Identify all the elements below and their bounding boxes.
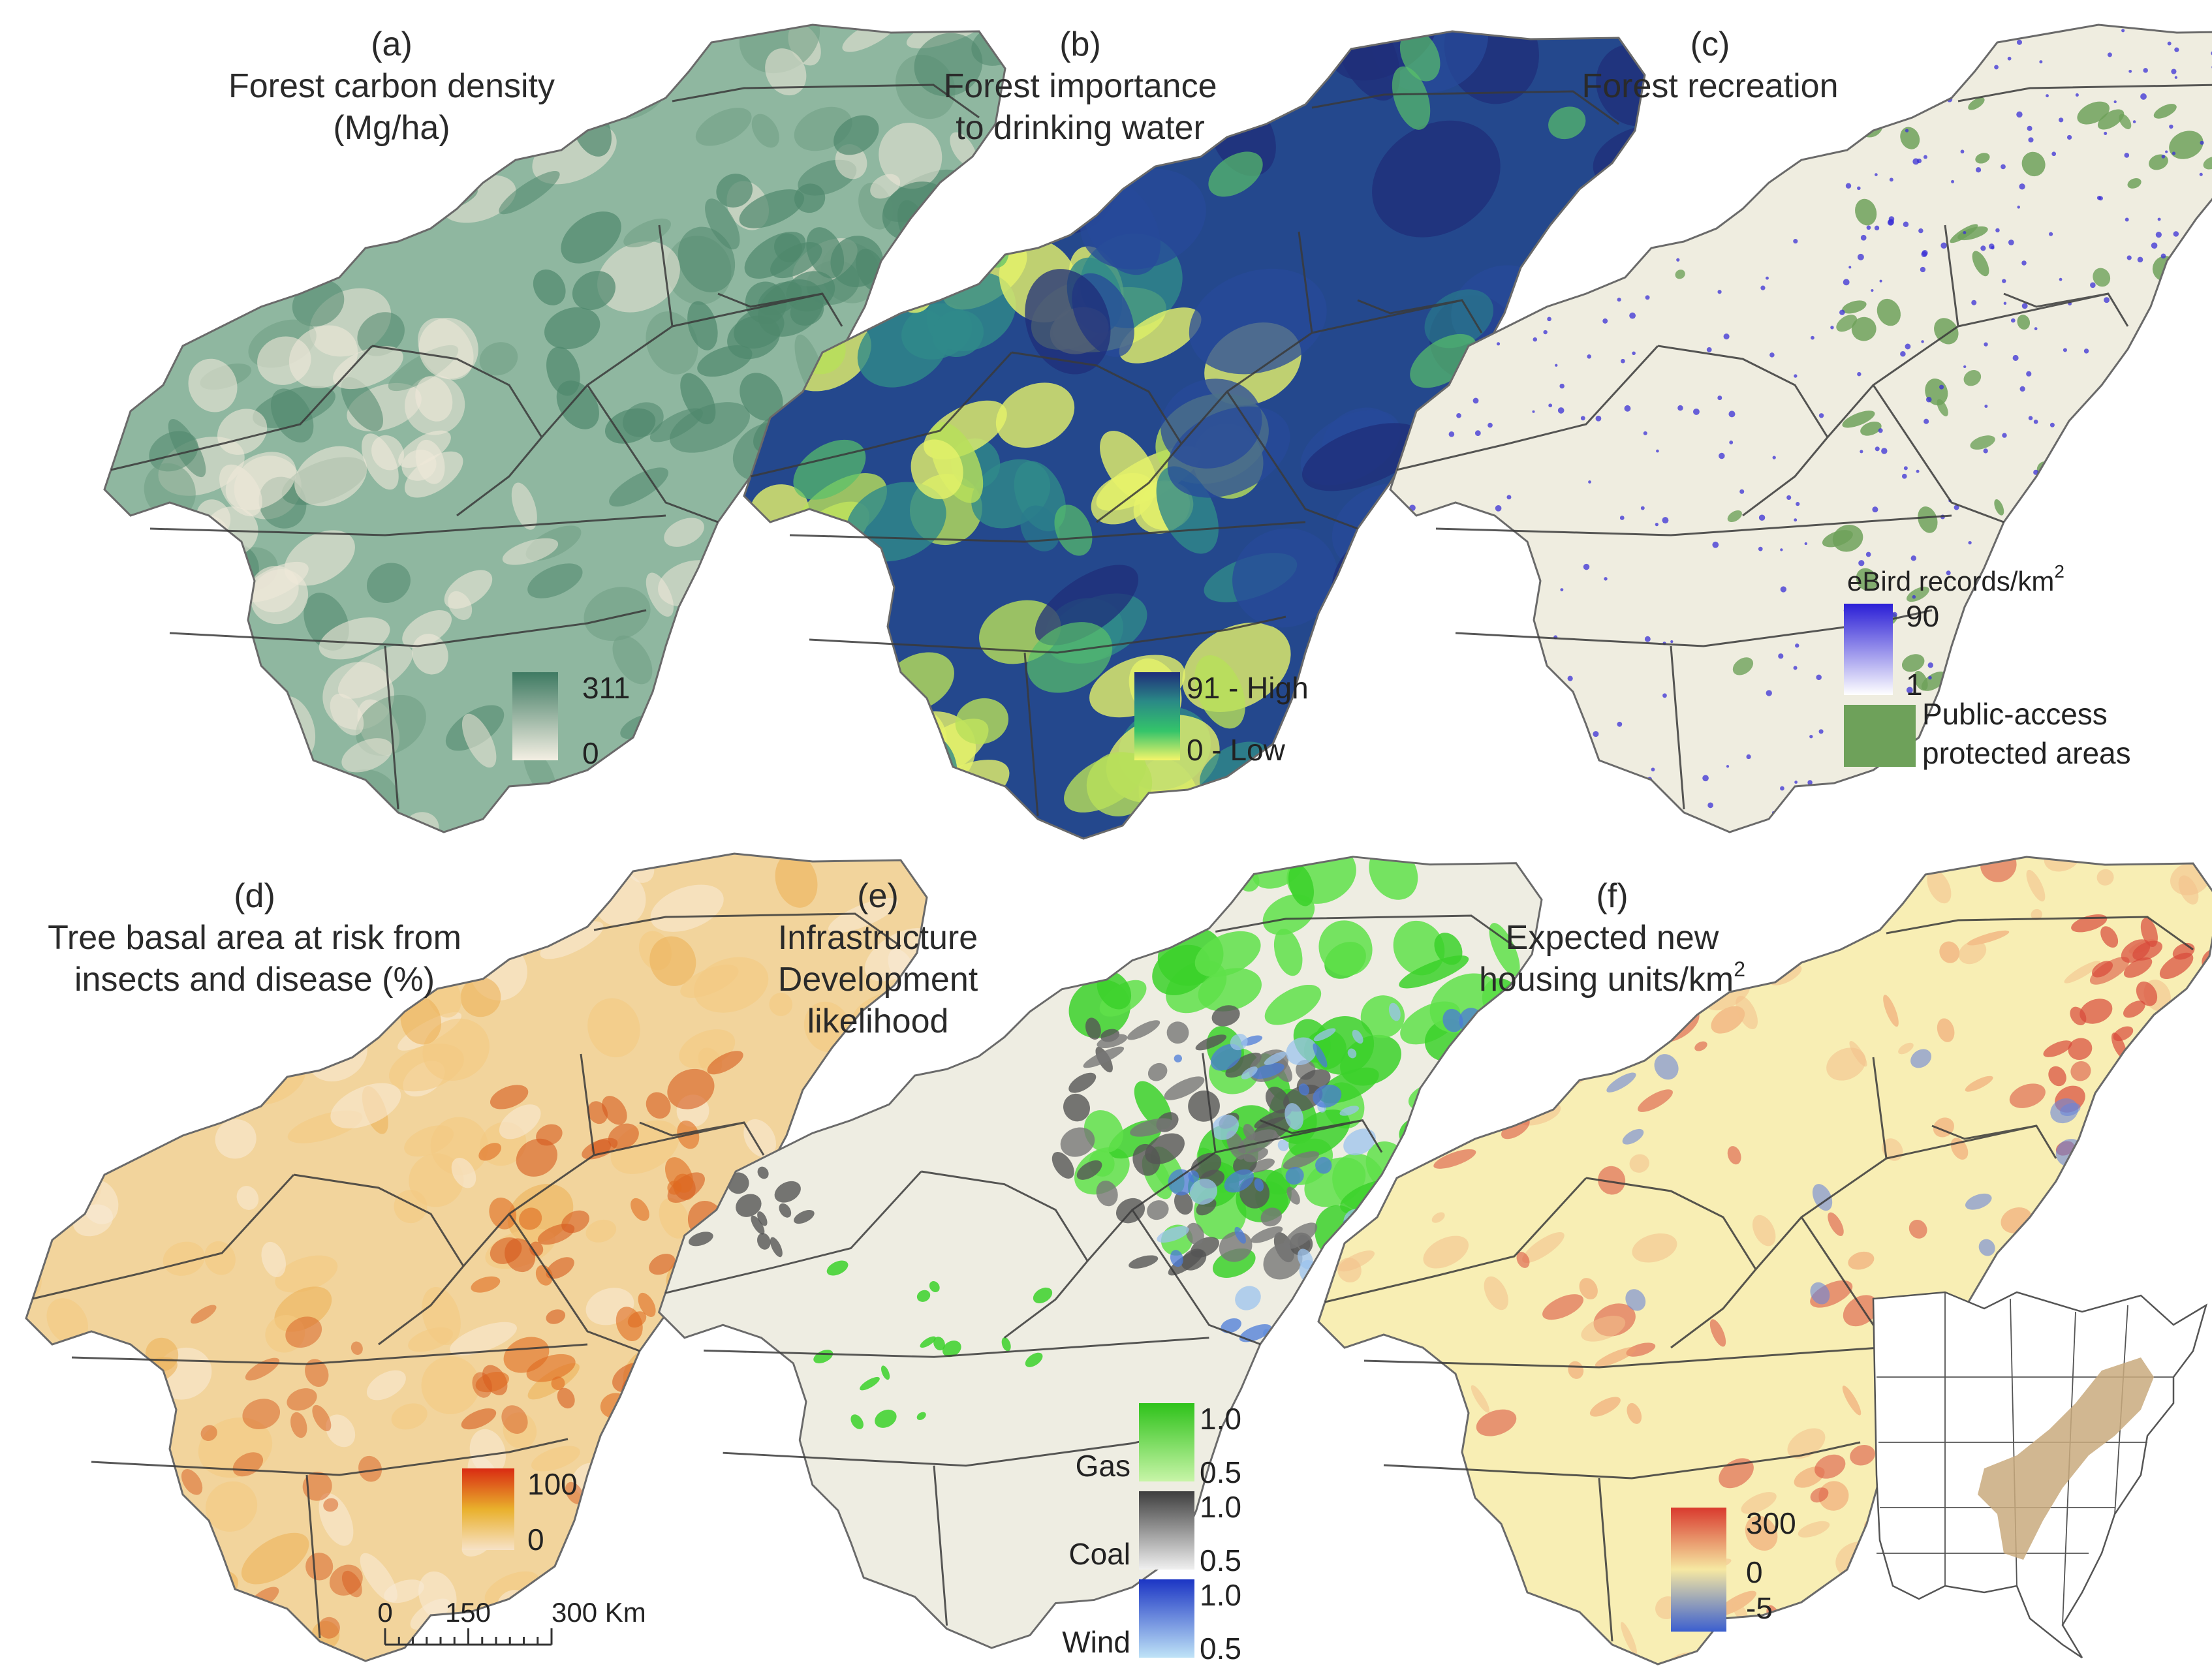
legend-ramp-a — [512, 672, 558, 760]
scale-label: 150 — [445, 1597, 491, 1628]
legend-protected-label: protected areas — [1922, 736, 2131, 770]
scale-label: 300 Km — [552, 1597, 646, 1628]
legend-min-d: 0 — [527, 1523, 544, 1557]
panel-title-f: housing units/km2 — [1479, 957, 1745, 999]
scale-bar — [384, 1628, 553, 1646]
legend-protected-swatch — [1844, 705, 1916, 767]
legend-protected-label: Public-access — [1922, 697, 2108, 731]
panel-letter-e: (e) — [857, 877, 899, 915]
panel-title-f: Expected new — [1506, 919, 1719, 957]
inset-study-region — [1978, 1357, 2154, 1560]
legend-ramp-c — [1844, 604, 1893, 695]
legend-min-c: 1 — [1906, 668, 1923, 702]
inset-map — [1872, 1291, 2208, 1659]
panel-title-b: Forest importance — [943, 67, 1217, 105]
panel-title-a: Forest carbon density — [228, 67, 555, 105]
legend-max-e: 1.0 — [1200, 1578, 1241, 1612]
panel-title-e: likelihood — [807, 1002, 949, 1040]
panel-title-e: Development — [778, 961, 978, 999]
legend-ramp-d — [462, 1468, 514, 1550]
panel-title-d: insects and disease (%) — [74, 961, 435, 999]
panel-letter-d: (d) — [234, 877, 275, 915]
scale-label: 0 — [377, 1597, 392, 1628]
panel-title-a: (Mg/ha) — [333, 109, 450, 147]
panel-title-b: to drinking water — [956, 109, 1205, 147]
legend-max-d: 100 — [527, 1467, 578, 1501]
legend-max-e: 1.0 — [1200, 1402, 1241, 1436]
legend-min-e: 0.5 — [1200, 1455, 1241, 1489]
legend-min-b: 0 - Low — [1187, 733, 1286, 767]
legend-max-f: 300 — [1746, 1506, 1796, 1540]
legend-heading-sup: 2 — [2054, 561, 2064, 581]
panel-title-c: Forest recreation — [1581, 67, 1838, 105]
legend-mid-f: 0 — [1746, 1555, 1763, 1589]
panel-letter-a: (a) — [371, 25, 413, 63]
legend-group-name: Coal — [1068, 1537, 1130, 1571]
legend-ramp-b — [1134, 672, 1180, 760]
title-superscript: 2 — [1734, 957, 1745, 981]
legend-heading-c: eBird records/km2 — [1847, 561, 2064, 597]
legend-group-name: Wind — [1062, 1625, 1130, 1659]
legend-max-b: 91 - High — [1187, 671, 1309, 705]
panel-title-e: Infrastructure — [778, 919, 978, 957]
panel-letter-c: (c) — [1690, 25, 1730, 63]
legend-group-name: Gas — [1076, 1449, 1130, 1483]
legend-ramp-gas — [1139, 1403, 1194, 1481]
panel-letter-f: (f) — [1596, 877, 1628, 915]
legend-ramp-f — [1671, 1508, 1726, 1632]
legend-min-e: 0.5 — [1200, 1632, 1241, 1666]
legend-min-f: -5 — [1746, 1591, 1773, 1625]
legend-max-c: 90 — [1906, 599, 1939, 633]
panel-letter-b: (b) — [1059, 25, 1101, 63]
legend-min-a: 0 — [582, 736, 599, 770]
legend-ramp-coal — [1139, 1491, 1194, 1570]
legend-min-e: 0.5 — [1200, 1543, 1241, 1577]
legend-max-e: 1.0 — [1200, 1490, 1241, 1524]
legend-ramp-wind — [1139, 1579, 1194, 1658]
legend-max-a: 311 — [582, 671, 630, 705]
panel-title-d: Tree basal area at risk from — [48, 919, 461, 957]
